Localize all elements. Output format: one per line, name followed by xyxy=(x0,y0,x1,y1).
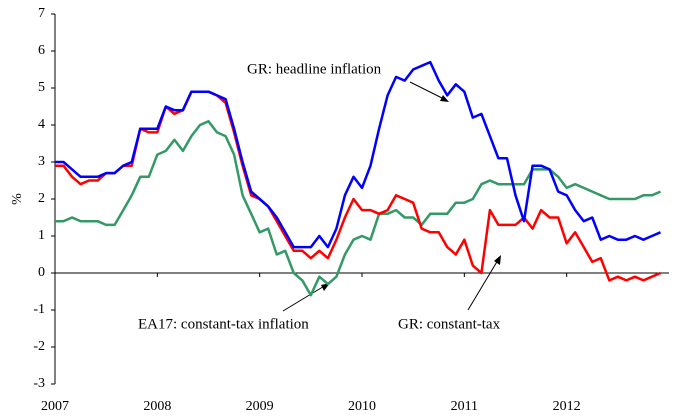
x-tick-label: 2012 xyxy=(553,399,581,414)
y-tick-label: -2 xyxy=(33,339,45,354)
x-tick-label: 2009 xyxy=(246,399,274,414)
y-tick-label: 3 xyxy=(38,154,45,169)
series-line xyxy=(55,60,662,249)
annotation: GR: headline inflation xyxy=(247,61,382,77)
series-line xyxy=(55,90,662,282)
y-tick-label: 0 xyxy=(38,265,45,280)
y-tick-label: 2 xyxy=(38,191,45,206)
annotation: EA17: constant-tax inflation xyxy=(138,316,309,332)
y-tick-label: -3 xyxy=(33,376,45,391)
x-tick-label: 2007 xyxy=(41,399,69,414)
annotation-arrow xyxy=(409,81,447,101)
series-line xyxy=(55,120,662,297)
y-tick-label: 5 xyxy=(38,80,45,95)
arrow-head xyxy=(440,95,449,102)
x-tick-label: 2008 xyxy=(143,399,171,414)
x-tick-label: 2010 xyxy=(348,399,376,414)
y-tick-label: 1 xyxy=(38,228,45,243)
y-tick-label: 4 xyxy=(38,117,45,132)
annotation-arrow xyxy=(467,259,499,311)
x-tick-label: 2011 xyxy=(451,399,478,414)
y-tick-label: -1 xyxy=(33,302,45,317)
annotation: GR: constant-tax xyxy=(398,316,501,332)
arrow-head xyxy=(494,255,501,265)
y-tick-label: 6 xyxy=(38,43,45,58)
annotation-arrow xyxy=(282,284,327,312)
y-axis-label: % xyxy=(10,193,25,205)
y-tick-label: 7 xyxy=(38,6,45,21)
